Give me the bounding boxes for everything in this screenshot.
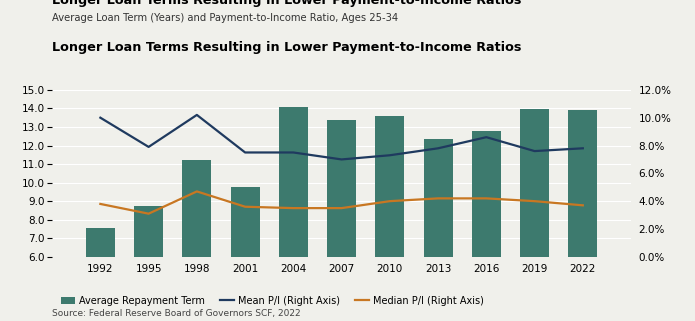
Mean P/I (Right Axis) bbox=[434, 146, 442, 150]
Bar bbox=[520, 109, 549, 321]
Mean P/I (Right Axis) bbox=[96, 116, 104, 120]
Median P/I (Right Axis) bbox=[193, 189, 201, 193]
Mean P/I (Right Axis) bbox=[338, 158, 346, 161]
Median P/I (Right Axis) bbox=[338, 206, 346, 210]
Mean P/I (Right Axis) bbox=[482, 135, 491, 139]
Legend: Average Repayment Term, Mean P/I (Right Axis), Median P/I (Right Axis): Average Repayment Term, Mean P/I (Right … bbox=[57, 292, 488, 309]
Median P/I (Right Axis) bbox=[96, 202, 104, 206]
Bar bbox=[569, 110, 597, 321]
Median P/I (Right Axis) bbox=[386, 199, 394, 203]
Median P/I (Right Axis) bbox=[434, 196, 442, 200]
Bar bbox=[424, 139, 452, 321]
Bar bbox=[279, 108, 308, 321]
Bar bbox=[231, 187, 259, 321]
Text: Longer Loan Terms Resulting in Lower Payment-to-Income Ratios: Longer Loan Terms Resulting in Lower Pay… bbox=[52, 41, 521, 54]
Mean P/I (Right Axis) bbox=[241, 151, 250, 154]
Bar bbox=[134, 206, 163, 321]
Text: Average Loan Term (Years) and Payment-to-Income Ratio, Ages 25-34: Average Loan Term (Years) and Payment-to… bbox=[52, 13, 398, 23]
Bar bbox=[182, 160, 211, 321]
Mean P/I (Right Axis) bbox=[530, 149, 539, 153]
Bar bbox=[327, 119, 356, 321]
Mean P/I (Right Axis) bbox=[579, 146, 587, 150]
Line: Median P/I (Right Axis): Median P/I (Right Axis) bbox=[100, 191, 583, 214]
Bar bbox=[86, 228, 115, 321]
Median P/I (Right Axis) bbox=[579, 204, 587, 207]
Median P/I (Right Axis) bbox=[145, 212, 153, 216]
Text: Source: Federal Reserve Board of Governors SCF, 2022: Source: Federal Reserve Board of Governo… bbox=[52, 309, 301, 318]
Bar bbox=[472, 131, 501, 321]
Mean P/I (Right Axis) bbox=[145, 145, 153, 149]
Median P/I (Right Axis) bbox=[530, 199, 539, 203]
Mean P/I (Right Axis) bbox=[289, 151, 297, 154]
Mean P/I (Right Axis) bbox=[386, 153, 394, 157]
Bar bbox=[375, 116, 404, 321]
Median P/I (Right Axis) bbox=[482, 196, 491, 200]
Text: Longer Loan Terms Resulting in Lower Payment-to-Income Ratios: Longer Loan Terms Resulting in Lower Pay… bbox=[52, 0, 521, 6]
Median P/I (Right Axis) bbox=[289, 206, 297, 210]
Median P/I (Right Axis) bbox=[241, 205, 250, 209]
Line: Mean P/I (Right Axis): Mean P/I (Right Axis) bbox=[100, 115, 583, 160]
Mean P/I (Right Axis) bbox=[193, 113, 201, 117]
